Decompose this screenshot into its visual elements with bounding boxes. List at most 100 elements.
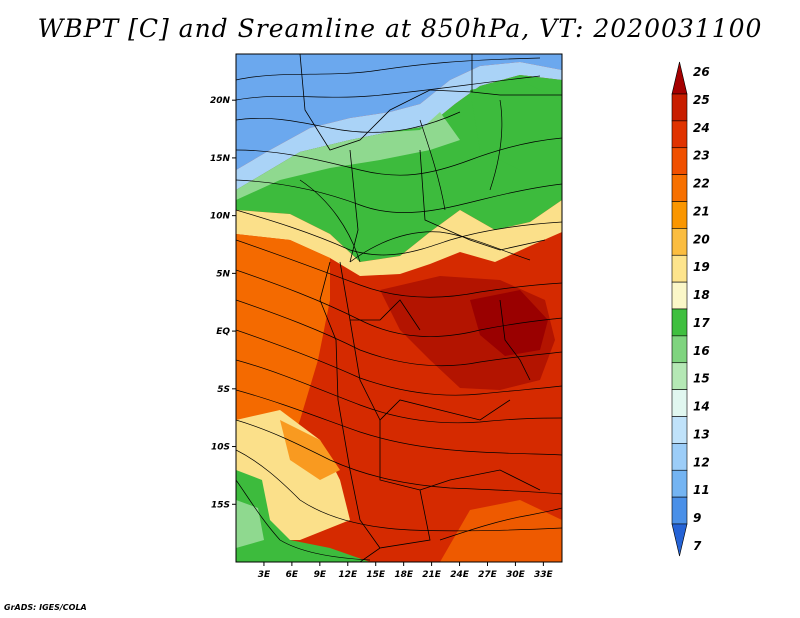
colorbar-level-label: 7 <box>693 539 702 553</box>
colorbar-cell <box>671 147 688 175</box>
streamline <box>236 329 562 396</box>
streamline <box>236 269 562 337</box>
border-line <box>299 54 473 151</box>
colorbar-cell <box>671 120 688 149</box>
colorbar-level-label: 16 <box>693 344 710 358</box>
colorbar-level-label: 23 <box>693 149 710 163</box>
lat-tick-label: 10S <box>211 443 230 453</box>
colorbar-level-label: 18 <box>693 288 710 302</box>
field-band-lightgreen <box>236 112 460 200</box>
colorbar-level-label: 24 <box>693 121 710 135</box>
colorbar-cell <box>671 281 688 310</box>
colorbar-cell <box>671 443 688 471</box>
colorbar-level-label: 22 <box>693 177 710 191</box>
lat-tick-label: 20N <box>210 96 231 106</box>
streamline <box>236 449 562 532</box>
colorbar-level-label: 15 <box>693 372 710 386</box>
field-sw-green <box>236 470 370 562</box>
colorbar-level-label: 11 <box>693 483 710 497</box>
map-title: WBPT [C] and Sreamline at 850hPa, VT: 20… <box>37 14 763 43</box>
lon-tick-label: 12E <box>338 570 358 580</box>
field-se-orange <box>440 500 562 562</box>
border-line <box>499 299 531 381</box>
colorbar-level-label: 12 <box>693 455 710 469</box>
lon-tick-label: 27E <box>478 570 498 580</box>
lat-tick-label: 10N <box>210 212 231 222</box>
streamline <box>236 389 562 456</box>
map-frame <box>235 53 563 563</box>
streamlines <box>236 57 562 561</box>
colorbar-level-label: 14 <box>693 400 710 414</box>
colorbar-cell <box>671 174 688 202</box>
lat-tick-label: 5N <box>216 269 230 279</box>
colorbar-cell <box>671 335 688 364</box>
lat-tick-label: 15S <box>211 500 230 510</box>
colorbar-level-label: 20 <box>693 232 710 246</box>
latitude-axis: 20N 15N 10N 5N EQ 5S 10S 15S <box>210 96 236 510</box>
lon-tick-label: 33E <box>534 570 554 580</box>
colorbar-cell <box>671 362 688 390</box>
lon-tick-label: 9E <box>314 570 327 580</box>
streamline <box>236 479 371 561</box>
colorbar-level-label: 26 <box>693 65 710 79</box>
colorbar-level-label: 13 <box>693 427 710 441</box>
streamline <box>236 75 541 101</box>
border-line <box>419 149 546 251</box>
streamline <box>489 99 503 191</box>
streamline <box>236 137 562 176</box>
field-ne-green <box>470 80 560 170</box>
lat-tick-label: 15N <box>210 154 231 164</box>
credit-text: GrADS: IGES/COLA <box>4 603 87 612</box>
colorbar-cell <box>671 308 688 337</box>
colorbar-cell <box>671 389 688 417</box>
border-line <box>319 261 381 549</box>
longitude-axis: 3E 6E 9E 12E 15E 18E 21E 24E 27E 30E 33E <box>258 562 554 580</box>
lon-tick-label: 30E <box>506 570 526 580</box>
field-sw-lightgreen <box>236 500 264 548</box>
streamline <box>236 299 562 367</box>
lon-tick-label: 15E <box>366 570 386 580</box>
lat-tick-label: EQ <box>216 327 230 337</box>
field-core-darkred-2 <box>470 290 548 356</box>
streamline <box>349 231 531 263</box>
colorbar-cell <box>671 228 688 256</box>
streamline <box>236 179 562 213</box>
streamline <box>236 239 562 298</box>
colorbar-cell <box>671 469 688 498</box>
border-line <box>339 261 421 331</box>
streamline <box>419 119 446 211</box>
streamline <box>236 419 562 495</box>
colorbar-level-label: 17 <box>693 316 710 330</box>
lon-tick-label: 3E <box>258 570 271 580</box>
lon-tick-label: 21E <box>422 570 442 580</box>
streamline <box>439 507 562 541</box>
colorbar-cell <box>671 254 688 283</box>
colorbar-level-label: 19 <box>693 260 710 274</box>
border-line <box>359 489 431 562</box>
streamline <box>236 209 562 256</box>
border-line <box>349 149 359 263</box>
border-line <box>471 91 562 96</box>
lon-tick-label: 24E <box>450 570 470 580</box>
lon-tick-label: 18E <box>394 570 414 580</box>
colorbar-cell <box>671 416 688 444</box>
colorbar-level-label: 25 <box>693 93 710 107</box>
colorbar-bottom-arrow <box>671 523 688 557</box>
field-band-blue <box>236 54 562 170</box>
wbpt-field <box>236 54 562 562</box>
country-borders <box>299 54 562 562</box>
streamline <box>236 57 541 81</box>
border-line <box>379 420 541 491</box>
colorbar-level-label: 9 <box>693 511 701 525</box>
streamline <box>299 179 361 263</box>
border-line <box>349 319 511 421</box>
colorbar-level-label: 21 <box>693 204 710 218</box>
field-band-yellow <box>236 200 562 276</box>
colorbar-cell <box>671 201 688 229</box>
field-band-lightblue <box>236 62 562 190</box>
streamline <box>236 359 562 424</box>
lat-tick-label: 5S <box>217 385 230 395</box>
streamline <box>236 111 461 133</box>
